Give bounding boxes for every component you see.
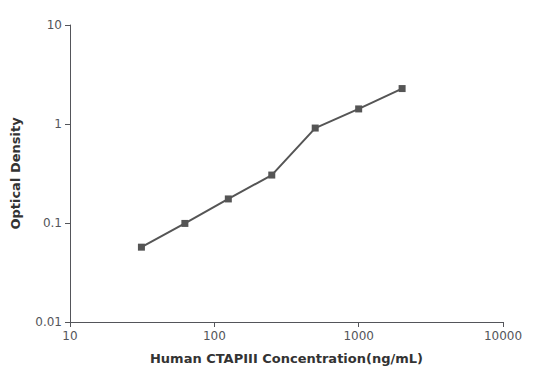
svg-text:0.1: 0.1 <box>43 216 62 230</box>
svg-text:100: 100 <box>203 329 226 343</box>
svg-text:10: 10 <box>62 329 77 343</box>
svg-text:10: 10 <box>47 18 62 32</box>
svg-text:Human CTAPIII Concentration(ng: Human CTAPIII Concentration(ng/mL) <box>150 351 423 366</box>
svg-text:0.01: 0.01 <box>35 315 62 329</box>
svg-text:10000: 10000 <box>484 329 522 343</box>
svg-text:Optical Density: Optical Density <box>8 117 23 230</box>
svg-text:1000: 1000 <box>343 329 374 343</box>
svg-text:1: 1 <box>54 117 62 131</box>
